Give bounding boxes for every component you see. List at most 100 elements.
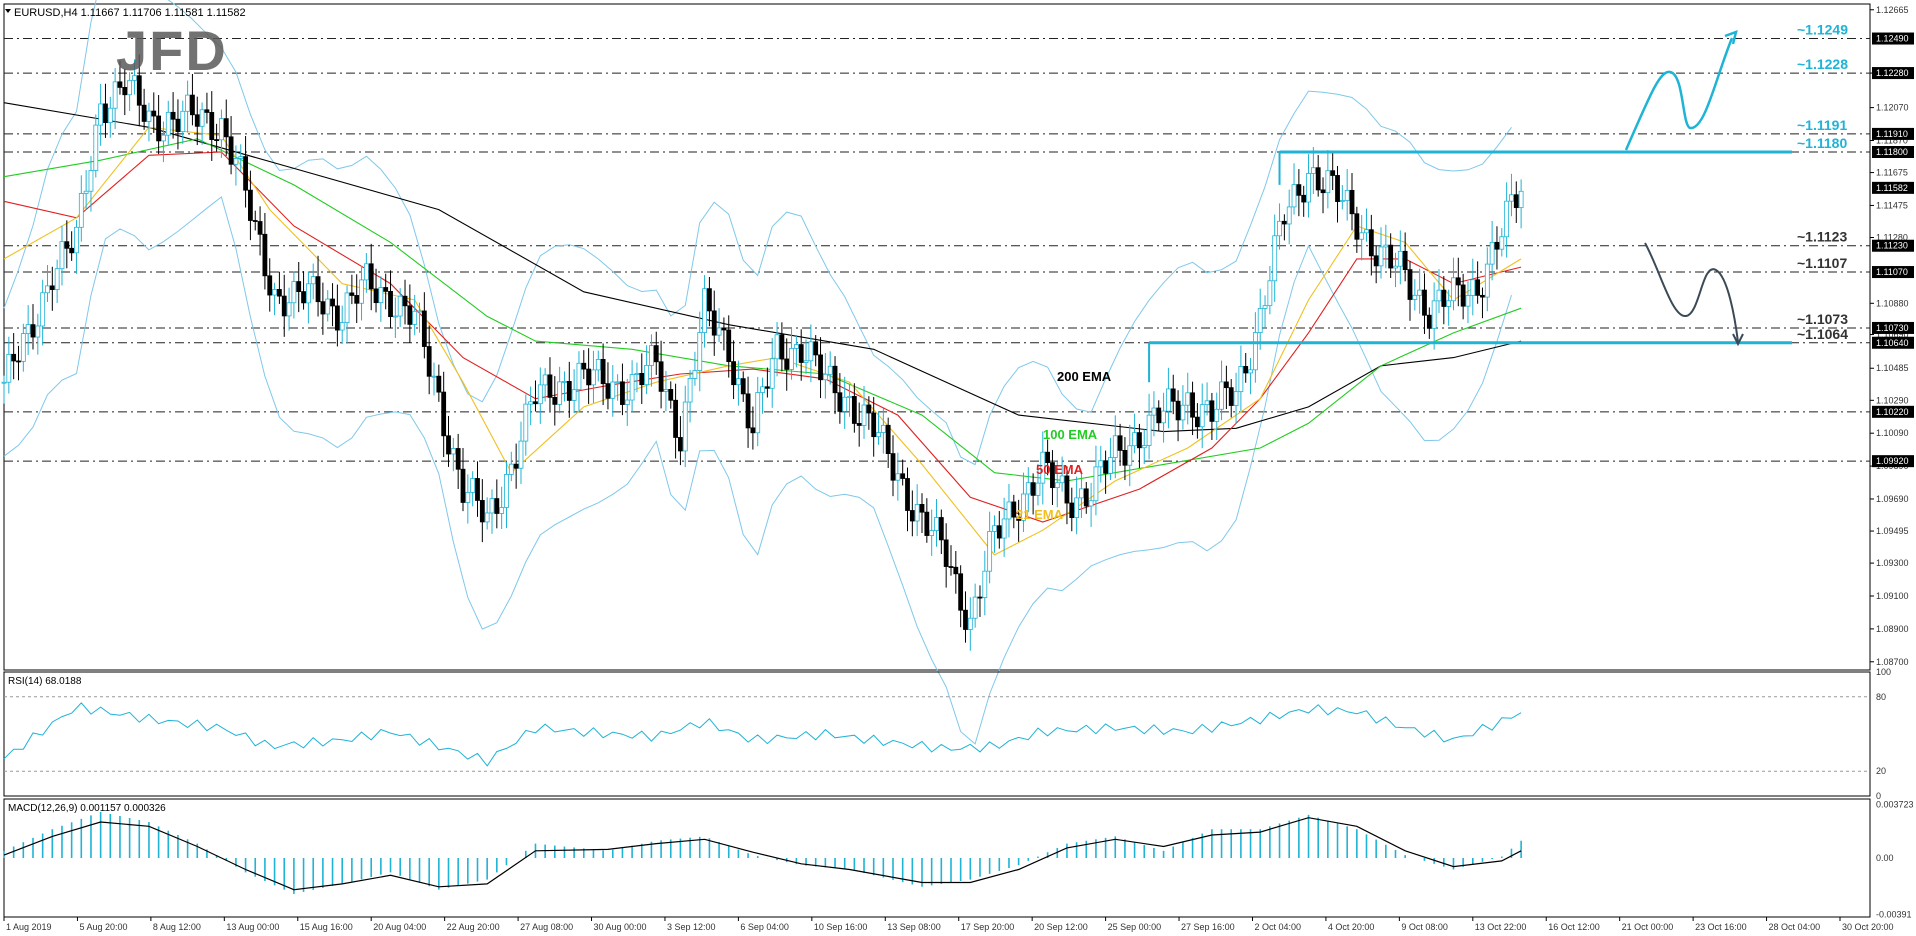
candle-body — [1001, 518, 1007, 539]
candle-body — [45, 285, 50, 294]
candle-body — [1195, 416, 1200, 428]
price-tick-label-3: 1.11870 — [1876, 135, 1908, 145]
candle — [566, 361, 572, 418]
candle-body — [890, 453, 896, 481]
candle-body — [624, 399, 630, 405]
candle — [716, 308, 722, 343]
candle — [1195, 403, 1200, 439]
candle — [707, 276, 712, 327]
candle — [1098, 445, 1104, 483]
candle — [1016, 499, 1022, 542]
candle-body — [934, 517, 939, 531]
jfd-logo: JFD — [116, 19, 228, 82]
candle-body — [1306, 173, 1311, 203]
candle — [537, 367, 543, 424]
candle-body — [1397, 250, 1403, 267]
symbol-dropdown-icon[interactable] — [5, 9, 11, 13]
candle — [194, 96, 200, 146]
level-label-0: ~1.1249 — [1797, 22, 1848, 38]
candle — [93, 114, 99, 178]
price-badge-label-9: 1.10220 — [1876, 407, 1909, 417]
macd-tick-0: 0.003723 — [1876, 799, 1914, 809]
candle-body — [1204, 400, 1210, 406]
candle — [310, 263, 316, 300]
candle-body — [1364, 229, 1369, 234]
candle — [1296, 169, 1302, 217]
candle-body — [1426, 314, 1432, 329]
candle-body — [1117, 435, 1123, 451]
candle-body — [1349, 189, 1355, 215]
time-tick-label-4: 15 Aug 16:00 — [300, 922, 353, 932]
rsi-line — [3, 696, 1870, 772]
candle-body — [736, 378, 741, 386]
candle-body — [1228, 387, 1234, 406]
candle — [1446, 289, 1452, 326]
candle-body — [992, 525, 997, 532]
time-tick-label-2: 8 Aug 12:00 — [153, 922, 201, 932]
candle — [1281, 214, 1287, 241]
candle-body — [750, 427, 756, 434]
range-boxes — [1148, 150, 1792, 383]
candle-body — [1093, 466, 1099, 502]
price-badge: 1.10730 — [1872, 321, 1914, 334]
candle — [1248, 357, 1253, 395]
candle-body — [175, 118, 181, 133]
candle — [156, 95, 162, 155]
candle — [426, 325, 432, 395]
candle — [682, 385, 688, 468]
candle-body — [716, 327, 722, 336]
candle — [30, 304, 36, 350]
candle — [417, 302, 422, 333]
candle-body — [1006, 501, 1012, 520]
candle-body — [1436, 289, 1442, 302]
candle-body — [30, 324, 36, 338]
candle-body — [484, 512, 490, 523]
candle-body — [88, 170, 94, 192]
candle-body — [325, 298, 331, 315]
candle-body — [296, 281, 302, 293]
price-badge-label-10: 1.09920 — [1876, 456, 1909, 466]
candle-body — [16, 360, 21, 363]
candle — [562, 371, 567, 402]
candle — [764, 367, 770, 398]
candle-body — [668, 389, 674, 401]
candle — [1156, 400, 1162, 432]
candle — [219, 109, 224, 158]
candle — [851, 383, 857, 433]
candle-body — [919, 504, 925, 513]
time-tick-label-8: 30 Aug 00:00 — [594, 922, 647, 932]
candle-body — [262, 233, 268, 277]
candle — [832, 356, 838, 415]
candle-body — [697, 332, 703, 371]
candle — [1064, 466, 1070, 525]
candle — [629, 360, 635, 413]
candle — [1161, 392, 1166, 443]
time-tick-label-23: 23 Oct 16:00 — [1695, 922, 1747, 932]
macd-signal-line — [3, 817, 1522, 891]
candle-body — [726, 329, 732, 363]
candle-body — [1291, 184, 1297, 208]
candle-body — [1122, 449, 1128, 466]
candle — [1, 375, 7, 404]
candle-body — [436, 375, 442, 393]
candle-body — [557, 381, 563, 405]
candle-body — [673, 399, 678, 438]
macd-tick-2: -0.00391 — [1876, 909, 1912, 919]
candle — [1344, 169, 1350, 221]
price-badge-bg — [1872, 32, 1914, 45]
candle — [1185, 372, 1191, 425]
candle — [325, 290, 331, 322]
candle-body — [837, 392, 843, 412]
candle — [890, 435, 896, 497]
candle — [122, 68, 128, 116]
candle-body — [880, 424, 886, 433]
candle-body — [74, 226, 79, 254]
candle-body — [866, 404, 872, 414]
candle — [74, 219, 79, 274]
candle-body — [54, 268, 60, 290]
candle — [1422, 273, 1427, 334]
candle — [1030, 473, 1036, 515]
candle-body — [537, 384, 543, 405]
candle-body — [1243, 366, 1249, 374]
candle — [1499, 228, 1505, 257]
